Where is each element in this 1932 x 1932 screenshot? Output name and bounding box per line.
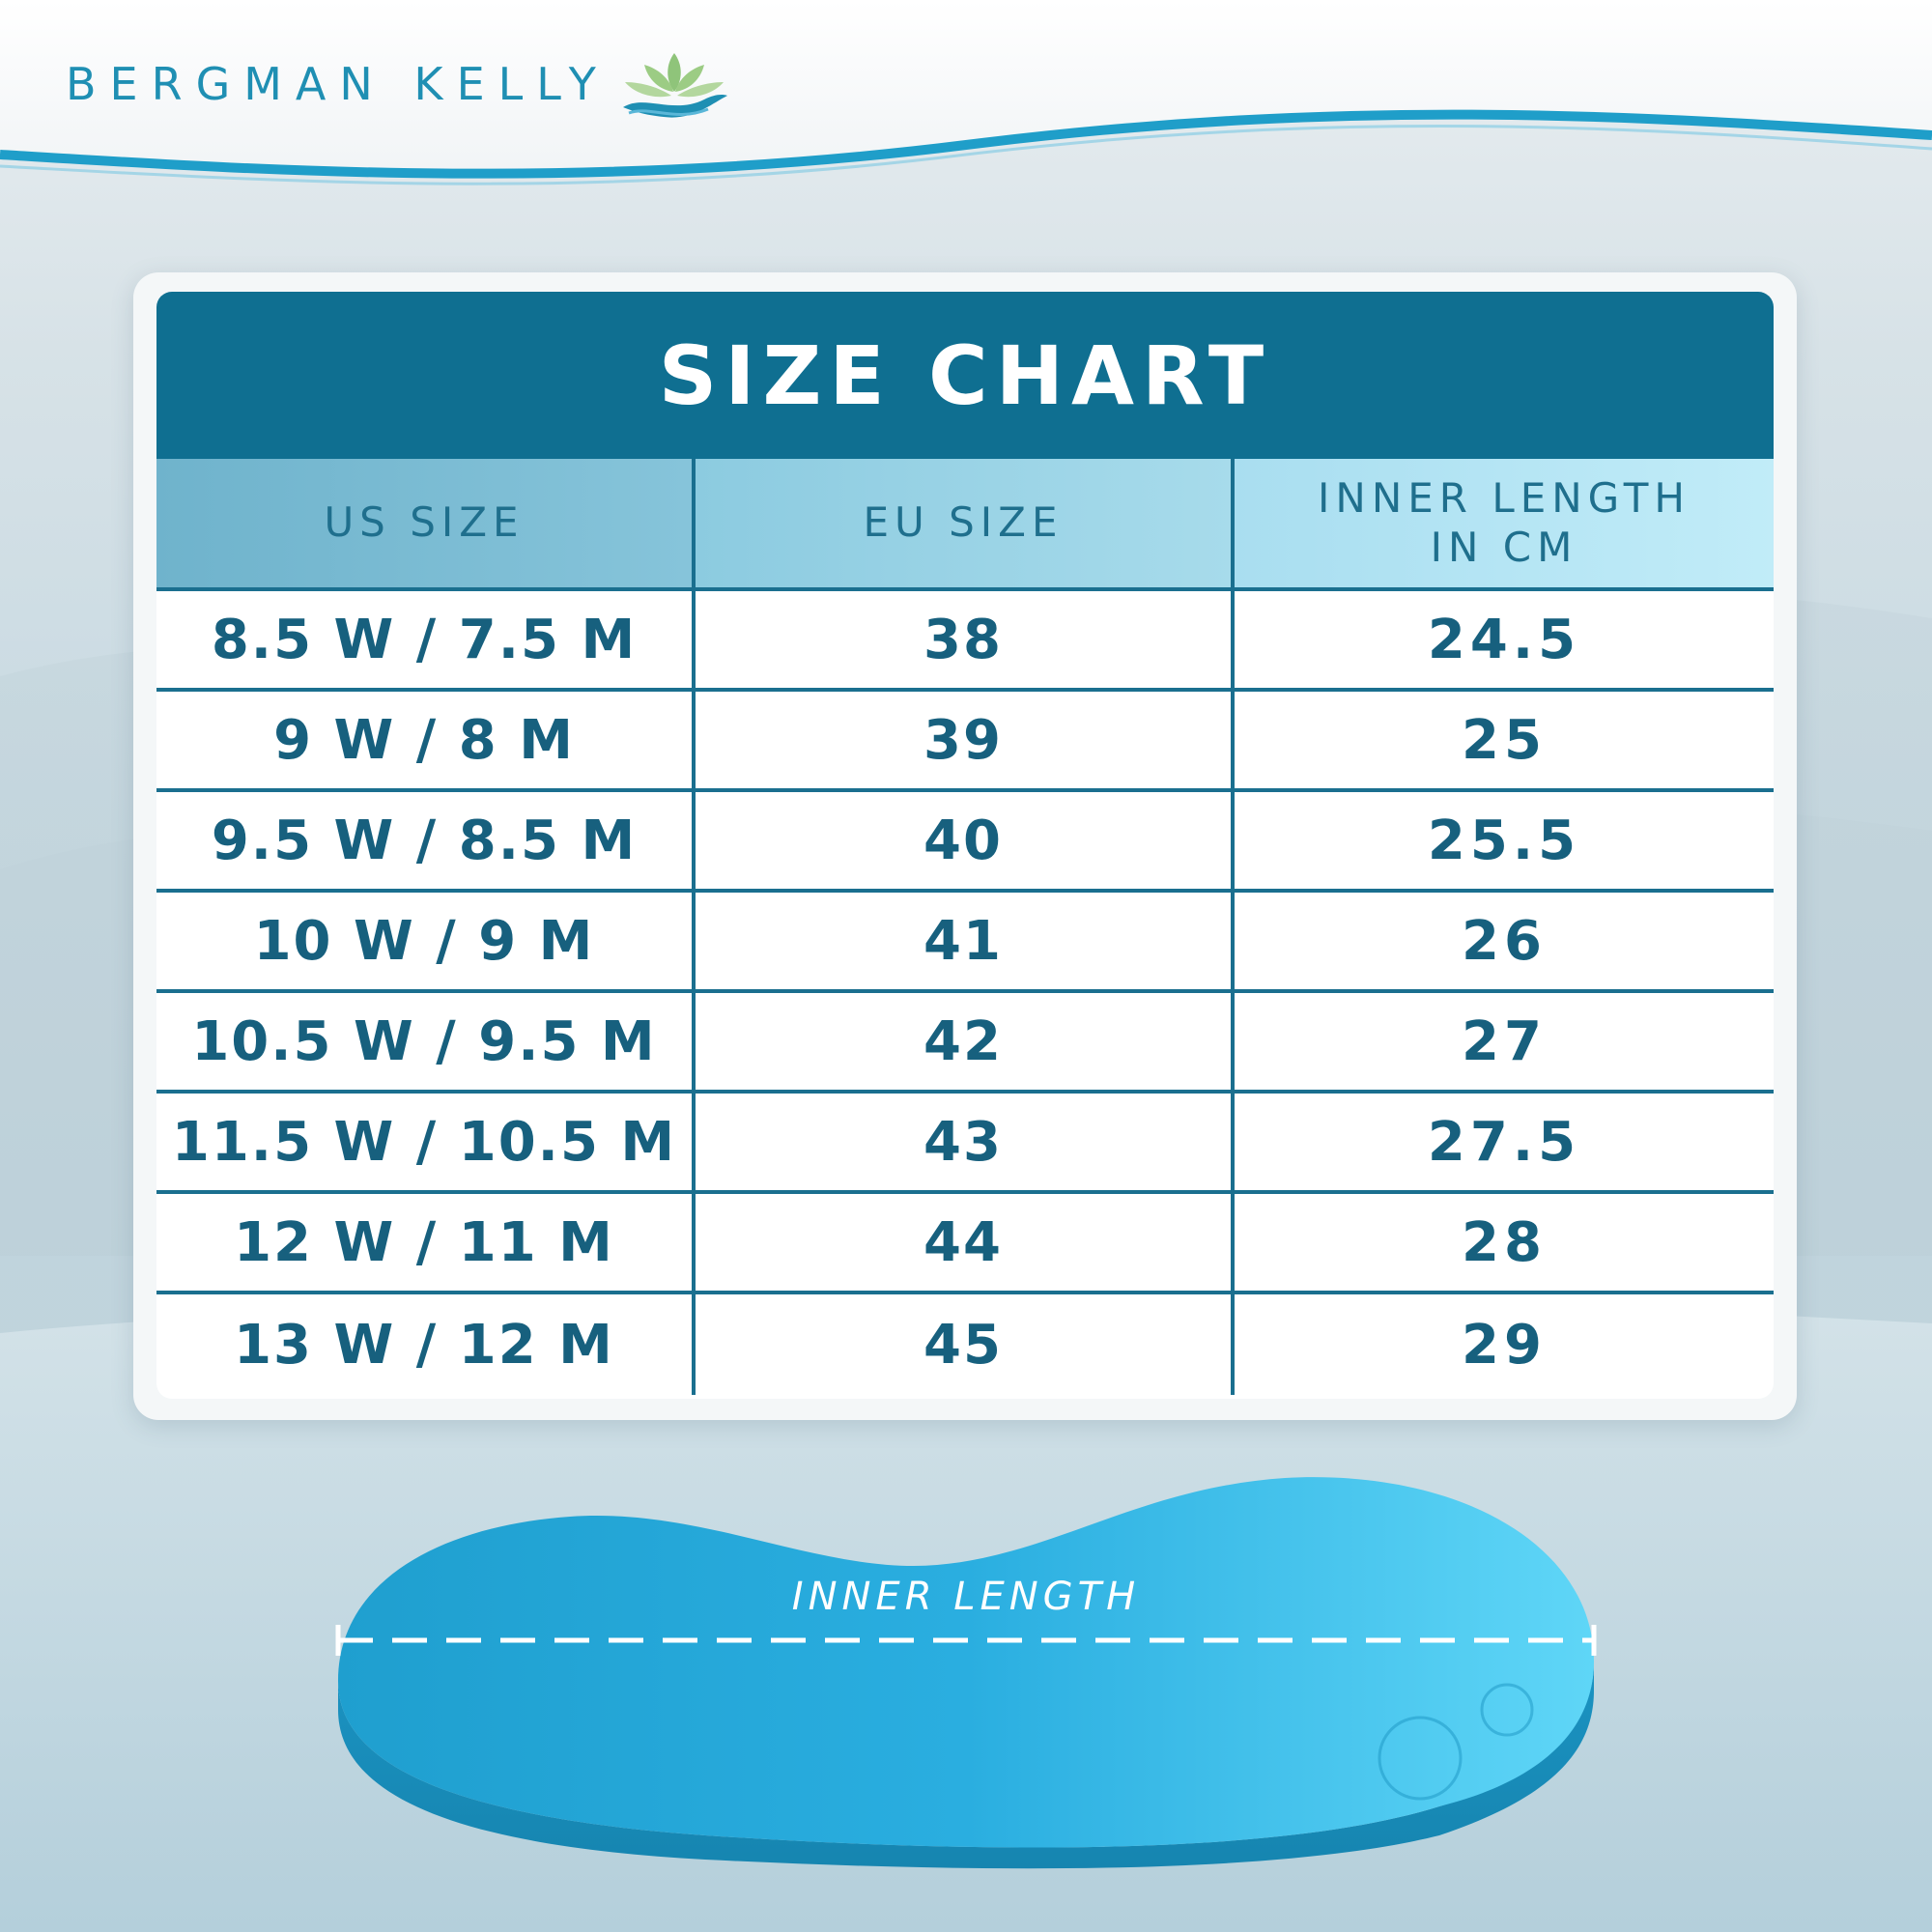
inner-length-cell: 24.5 bbox=[1427, 608, 1581, 671]
table-header-row: US SIZE EU SIZE INNER LENGTH IN CM bbox=[156, 459, 1774, 591]
us-size-cell: 13 W / 12 M bbox=[156, 1294, 696, 1395]
inner-length-cell: 28 bbox=[1462, 1210, 1547, 1274]
us-size-cell: 8.5 W / 7.5 M bbox=[156, 591, 696, 688]
inner-length-label: INNER LENGTH bbox=[791, 1575, 1141, 1619]
size-chart-title: SIZE CHART bbox=[658, 327, 1272, 423]
inner-length-cell: 29 bbox=[1462, 1313, 1547, 1377]
size-chart-card: SIZE CHART US SIZE EU SIZE INNER LENGTH … bbox=[133, 272, 1797, 1420]
table-body: 8.5 W / 7.5 M 38 24.5 9 W / 8 M 39 25 9.… bbox=[156, 591, 1774, 1395]
table-row: 11.5 W / 10.5 M 43 27.5 bbox=[156, 1094, 1774, 1194]
column-header-eu-size: EU SIZE bbox=[696, 459, 1235, 587]
eu-size-cell: 42 bbox=[696, 993, 1235, 1090]
inner-length-cell: 25 bbox=[1462, 708, 1547, 772]
us-size-cell: 10 W / 9 M bbox=[156, 893, 696, 989]
brand-header: BERGMAN KELLY bbox=[66, 50, 733, 118]
inner-length-cell: 26 bbox=[1462, 909, 1547, 973]
table-row: 10.5 W / 9.5 M 42 27 bbox=[156, 993, 1774, 1094]
table-row: 9.5 W / 8.5 M 40 25.5 bbox=[156, 792, 1774, 893]
column-header-inner-length: INNER LENGTH IN CM bbox=[1235, 459, 1774, 587]
table-row: 13 W / 12 M 45 29 bbox=[156, 1294, 1774, 1395]
table-row: 9 W / 8 M 39 25 bbox=[156, 692, 1774, 792]
inner-length-cell: 27.5 bbox=[1427, 1110, 1581, 1174]
inner-length-cell: 27 bbox=[1462, 1009, 1547, 1073]
us-size-cell: 11.5 W / 10.5 M bbox=[156, 1094, 696, 1190]
eu-size-cell: 44 bbox=[696, 1194, 1235, 1291]
size-chart-table: SIZE CHART US SIZE EU SIZE INNER LENGTH … bbox=[156, 292, 1774, 1399]
size-chart-title-bar: SIZE CHART bbox=[156, 292, 1774, 459]
insole-illustration bbox=[335, 1477, 1597, 1869]
lotus-wave-icon bbox=[622, 53, 727, 118]
brand-name: BERGMAN KELLY bbox=[66, 58, 610, 110]
eu-size-cell: 38 bbox=[696, 591, 1235, 688]
eu-size-cell: 40 bbox=[696, 792, 1235, 889]
us-size-cell: 12 W / 11 M bbox=[156, 1194, 696, 1291]
eu-size-cell: 43 bbox=[696, 1094, 1235, 1190]
inner-length-cell: 25.5 bbox=[1427, 809, 1581, 872]
table-row: 12 W / 11 M 44 28 bbox=[156, 1194, 1774, 1294]
us-size-cell: 10.5 W / 9.5 M bbox=[156, 993, 696, 1090]
us-size-cell: 9.5 W / 8.5 M bbox=[156, 792, 696, 889]
table-row: 8.5 W / 7.5 M 38 24.5 bbox=[156, 591, 1774, 692]
eu-size-cell: 39 bbox=[696, 692, 1235, 788]
us-size-cell: 9 W / 8 M bbox=[156, 692, 696, 788]
eu-size-cell: 45 bbox=[696, 1294, 1235, 1395]
table-row: 10 W / 9 M 41 26 bbox=[156, 893, 1774, 993]
column-header-inner-length-text: INNER LENGTH IN CM bbox=[1318, 474, 1690, 571]
column-header-us-size: US SIZE bbox=[156, 459, 696, 587]
eu-size-cell: 41 bbox=[696, 893, 1235, 989]
